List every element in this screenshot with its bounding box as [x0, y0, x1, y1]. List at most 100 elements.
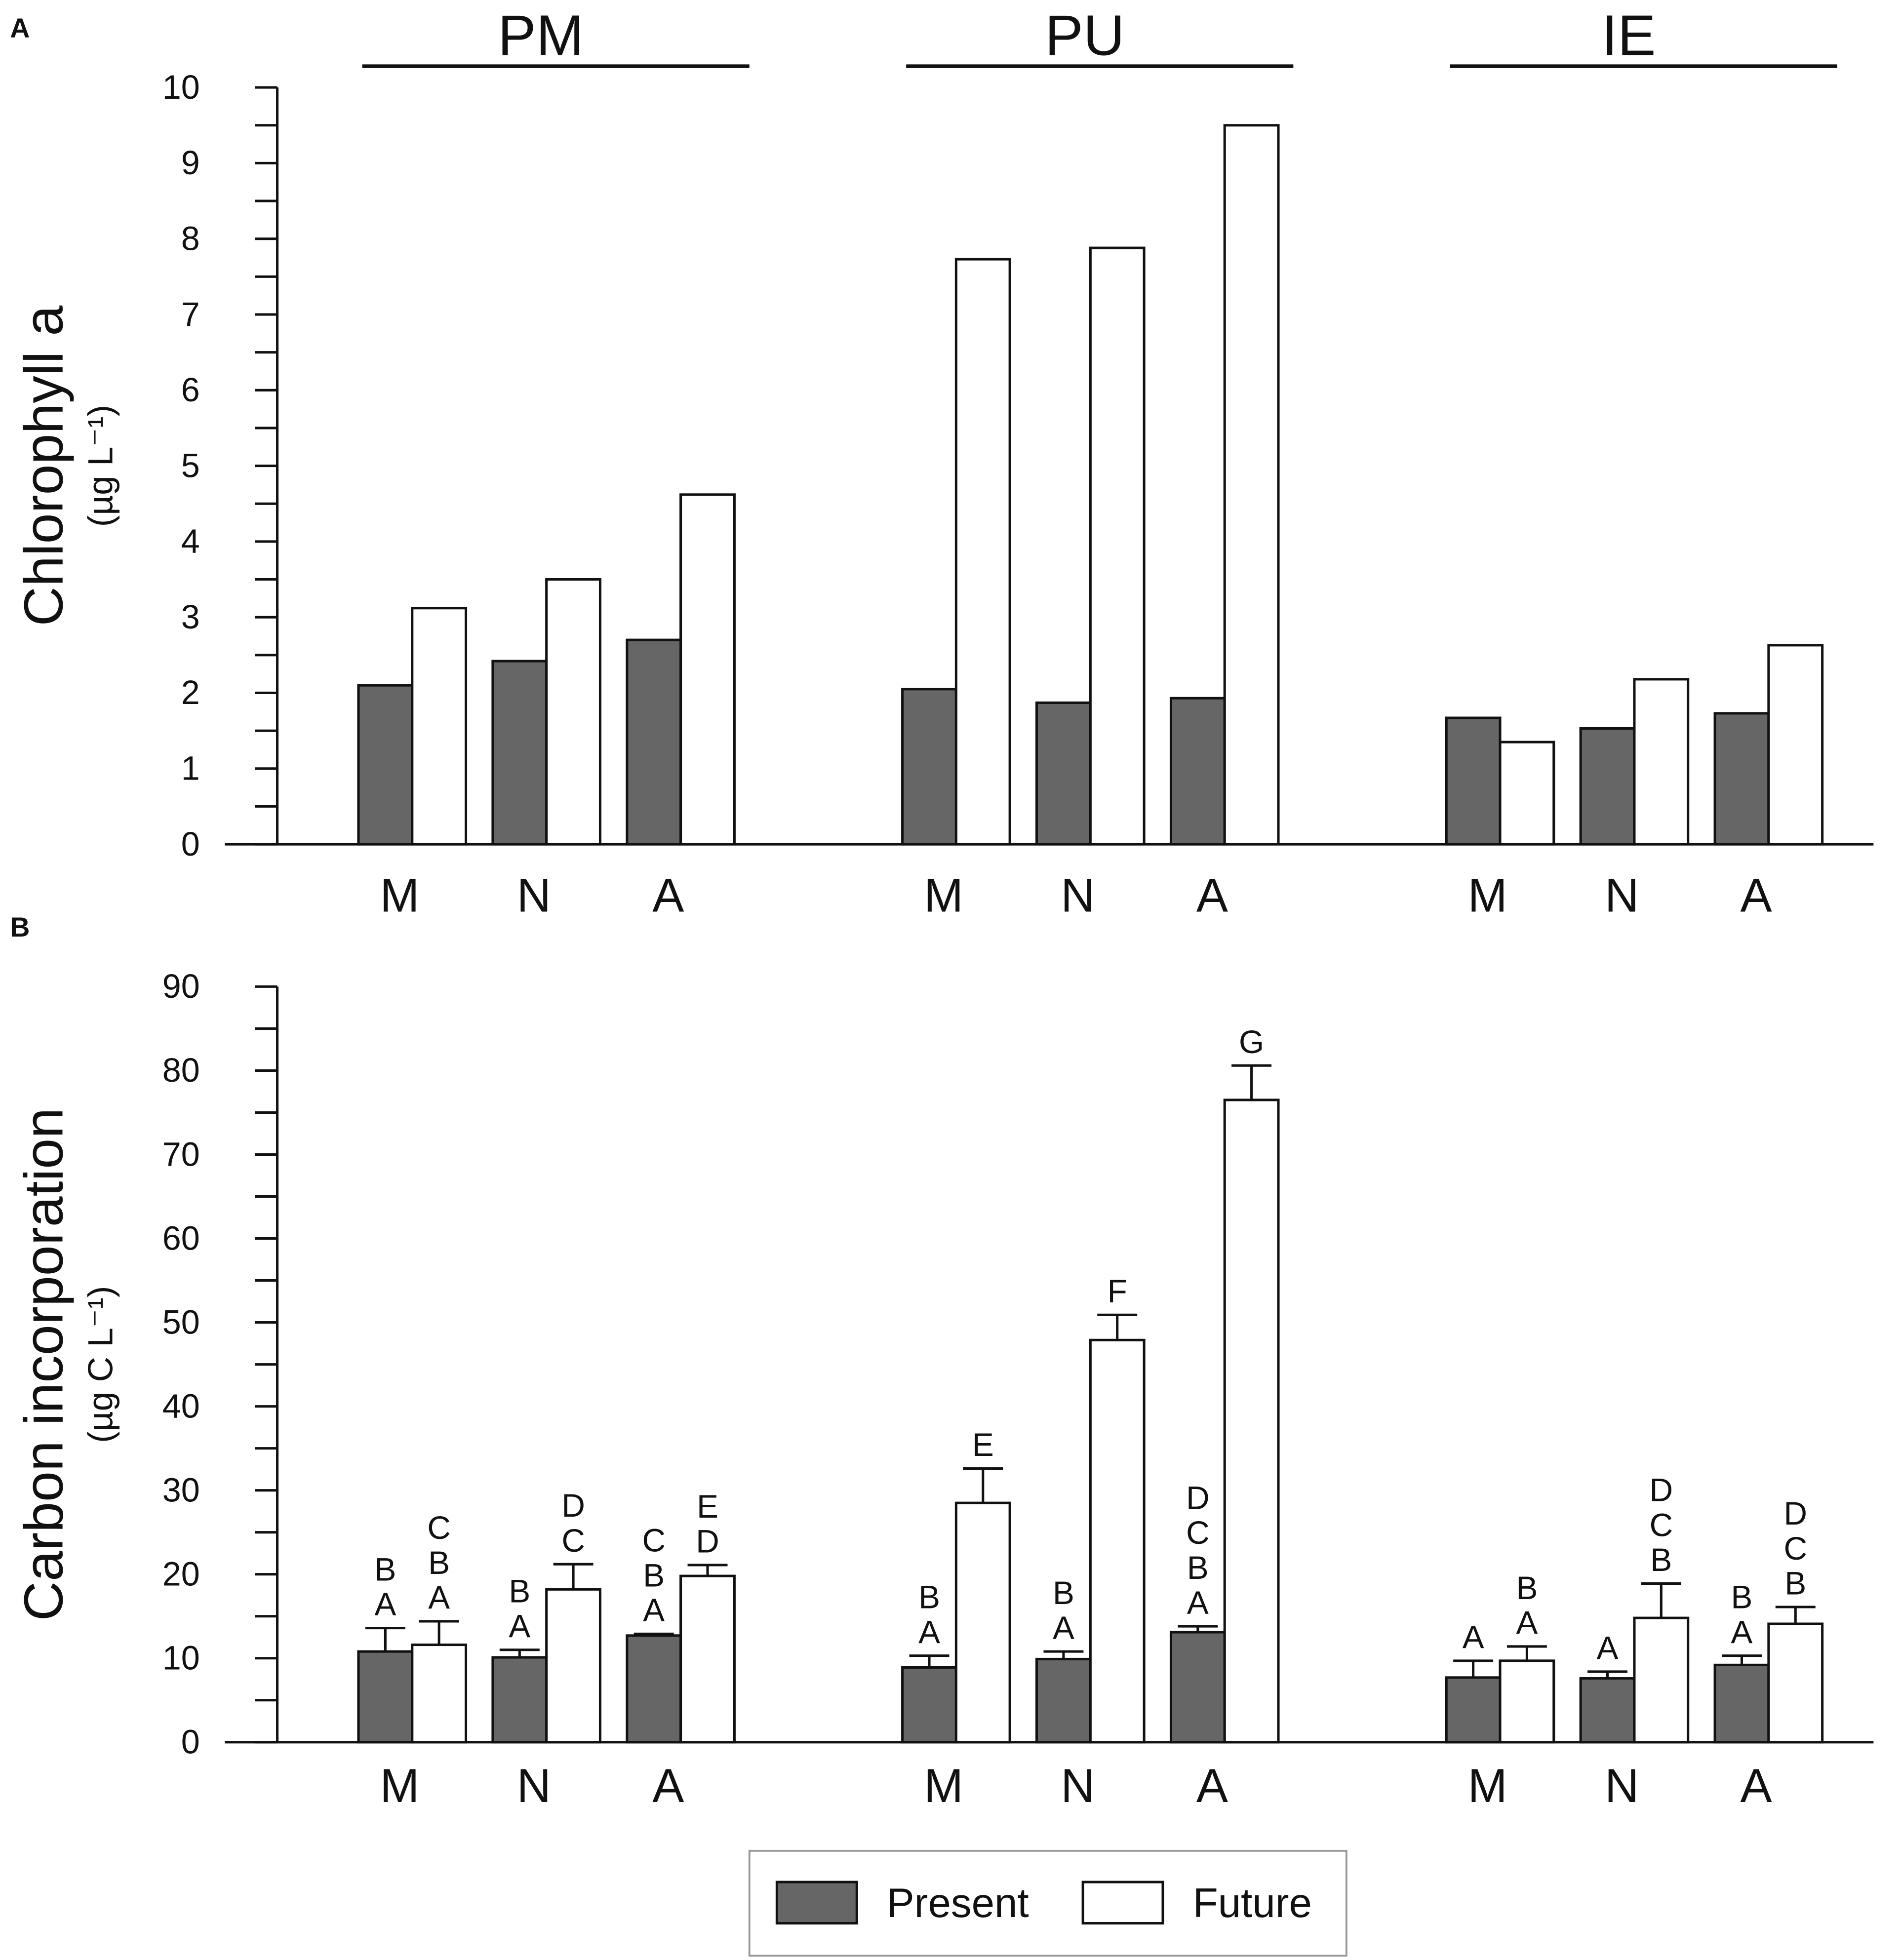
x-tick-label: N [1061, 1760, 1095, 1812]
bar [1445, 716, 1502, 846]
error-bar [553, 1563, 594, 1590]
y-tick-label: 30 [162, 1471, 200, 1509]
bar [901, 1666, 957, 1744]
x-tick-label: N [1061, 869, 1095, 922]
error-bar [1775, 1606, 1816, 1624]
bar [545, 1588, 601, 1744]
y-tick-label: 2 [181, 674, 200, 711]
bar [1169, 697, 1226, 846]
bar [1499, 1659, 1555, 1744]
y-tick-label: 7 [181, 296, 200, 333]
significance-letter: D [561, 1487, 585, 1524]
y-tick-label: 4 [181, 523, 200, 560]
significance-letter: C [427, 1509, 450, 1546]
significance-letter: B [509, 1573, 530, 1609]
y-tick-label: 50 [162, 1303, 200, 1341]
x-tick-label: M [380, 1760, 419, 1812]
bar [954, 258, 1011, 846]
significance-letter: B [428, 1544, 450, 1581]
error-bar [634, 1632, 674, 1636]
significance-letter: D [696, 1523, 719, 1560]
x-tick-label: A [652, 869, 684, 922]
significance-letter: A [1731, 1613, 1753, 1650]
y-axis-units: (µg C L⁻¹) [81, 1286, 120, 1443]
significance-letter: A [643, 1592, 665, 1628]
x-tick-label: A [1741, 869, 1772, 922]
bar [1223, 1098, 1280, 1744]
group-label: IE [1602, 3, 1656, 67]
significance-letter: C [642, 1522, 665, 1558]
x-tick-label: M [924, 869, 963, 922]
significance-letter: G [1239, 1023, 1264, 1060]
bar [1445, 1676, 1502, 1744]
error-bar [365, 1627, 405, 1652]
significance-letter: B [1650, 1541, 1672, 1578]
significance-letter: C [1650, 1506, 1673, 1543]
y-tick-label: 80 [162, 1052, 200, 1089]
error-bar [1097, 1313, 1138, 1340]
error-bar [1587, 1670, 1628, 1679]
bar [626, 638, 682, 846]
bar [357, 1650, 414, 1744]
bar [1089, 1338, 1146, 1744]
x-tick-label: N [517, 1760, 551, 1812]
y-tick-label: 10 [162, 1640, 200, 1677]
y-tick-label: 5 [181, 447, 200, 484]
significance-letter: A [509, 1607, 530, 1644]
bar [1169, 1631, 1226, 1744]
bar [1767, 1622, 1824, 1744]
bar [357, 684, 414, 846]
error-bar [1178, 1625, 1218, 1633]
bar [491, 1656, 548, 1744]
bar [1579, 1677, 1636, 1744]
x-tick-label: N [517, 869, 551, 922]
x-tick-label: A [1196, 869, 1228, 922]
significance-letter: A [374, 1586, 396, 1622]
y-tick-label: 20 [162, 1555, 200, 1593]
y-tick-label: 90 [162, 968, 200, 1005]
significance-letter: E [697, 1488, 718, 1525]
x-tick-label: M [924, 1760, 963, 1812]
y-tick-label: 3 [181, 598, 200, 636]
bar [954, 1501, 1011, 1744]
error-bar [1453, 1659, 1494, 1678]
bar [626, 1634, 682, 1744]
y-tick-label: 40 [162, 1387, 200, 1425]
panel-label: B [10, 912, 30, 942]
y-tick-label: 0 [181, 825, 200, 863]
y-tick-label: 1 [181, 750, 200, 787]
error-bar [963, 1467, 1003, 1503]
error-bar [419, 1620, 459, 1645]
bar [679, 1574, 736, 1744]
x-tick-label: A [1196, 1760, 1228, 1812]
bar [1035, 701, 1092, 846]
error-bar [1506, 1645, 1547, 1661]
significance-letter: A [428, 1579, 450, 1616]
legend-swatch [775, 1881, 858, 1925]
y-axis-label: Carbon incorporation [12, 1108, 74, 1621]
error-bar [687, 1564, 728, 1576]
y-tick-label: 10 [162, 69, 200, 106]
bar [901, 688, 957, 846]
bar [1633, 678, 1690, 846]
bar [1713, 712, 1770, 846]
bar [411, 1644, 468, 1744]
x-tick-label: N [1605, 1760, 1639, 1812]
significance-letter: C [1784, 1530, 1807, 1567]
legend-label: Present [887, 1880, 1029, 1926]
x-tick-label: N [1605, 869, 1639, 922]
bar [1499, 741, 1555, 846]
error-bar [1641, 1582, 1681, 1618]
significance-letter: A [1187, 1584, 1209, 1621]
x-tick-label: M [1468, 1760, 1507, 1812]
panel-label: A [10, 13, 30, 43]
significance-letter: D [1650, 1471, 1673, 1508]
y-tick-label: 6 [181, 371, 200, 409]
bar [491, 660, 548, 846]
significance-letter: D [1784, 1495, 1807, 1531]
significance-letter: F [1108, 1273, 1127, 1309]
significance-letter: C [561, 1522, 585, 1559]
significance-letter: A [918, 1613, 940, 1650]
bar [1767, 644, 1824, 846]
